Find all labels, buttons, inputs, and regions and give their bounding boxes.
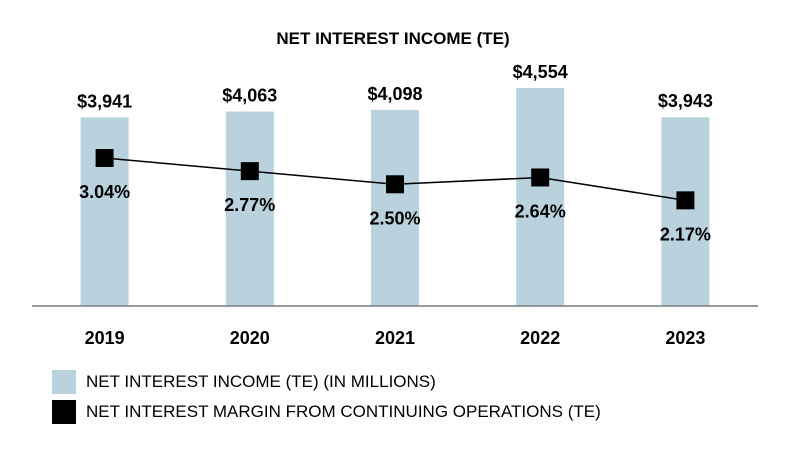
bar-value-label-2019: $3,941 (77, 91, 132, 111)
margin-value-label-2022: 2.64% (515, 201, 566, 221)
bar-2020 (225, 111, 274, 306)
bar-2021 (371, 109, 419, 306)
legend-item-line: NET INTEREST MARGIN FROM CONTINUING OPER… (52, 400, 601, 424)
margin-line-series: 3.04% 2.77% 2.50% 2.64% 2.17% (79, 149, 711, 244)
legend-label-bars: NET INTEREST INCOME (TE) (IN MILLIONS) (86, 372, 436, 391)
bar-value-label-2023: $3,943 (658, 91, 713, 111)
x-tick-2019: 2019 (85, 328, 125, 348)
bar-value-label-2021: $4,098 (367, 84, 422, 104)
x-tick-2021: 2021 (375, 328, 415, 348)
legend-label-line: NET INTEREST MARGIN FROM CONTINUING OPER… (86, 402, 601, 421)
bar-2023 (661, 117, 710, 307)
x-tick-2020: 2020 (230, 328, 270, 348)
margin-point-2022 (531, 168, 550, 187)
margin-value-label-2021: 2.50% (369, 208, 420, 228)
x-tick-2023: 2023 (665, 328, 705, 348)
chart-title: NET INTEREST INCOME (TE) (276, 29, 509, 48)
legend-swatch-bars (52, 370, 76, 394)
x-axis-ticks: 2019 2020 2021 2022 2023 (85, 328, 706, 348)
bar-value-label-2020: $4,063 (222, 86, 277, 106)
bar-2022 (516, 88, 565, 306)
x-tick-2022: 2022 (520, 328, 560, 348)
margin-value-label-2019: 3.04% (79, 182, 130, 202)
margin-point-2021 (386, 175, 404, 194)
legend-swatch-line (52, 400, 76, 424)
legend-item-bars: NET INTEREST INCOME (TE) (IN MILLIONS) (52, 370, 436, 394)
margin-point-2023 (676, 191, 695, 210)
bar-value-label-2022: $4,554 (513, 62, 568, 82)
margin-value-label-2023: 2.17% (660, 224, 711, 244)
bar-2019 (80, 117, 129, 306)
margin-value-label-2020: 2.77% (224, 195, 275, 215)
margin-point-2020 (240, 162, 259, 181)
margin-point-2019 (95, 149, 114, 167)
bar-series: $3,941 $4,063 $4,098 $4,554 $3,943 (77, 62, 713, 307)
